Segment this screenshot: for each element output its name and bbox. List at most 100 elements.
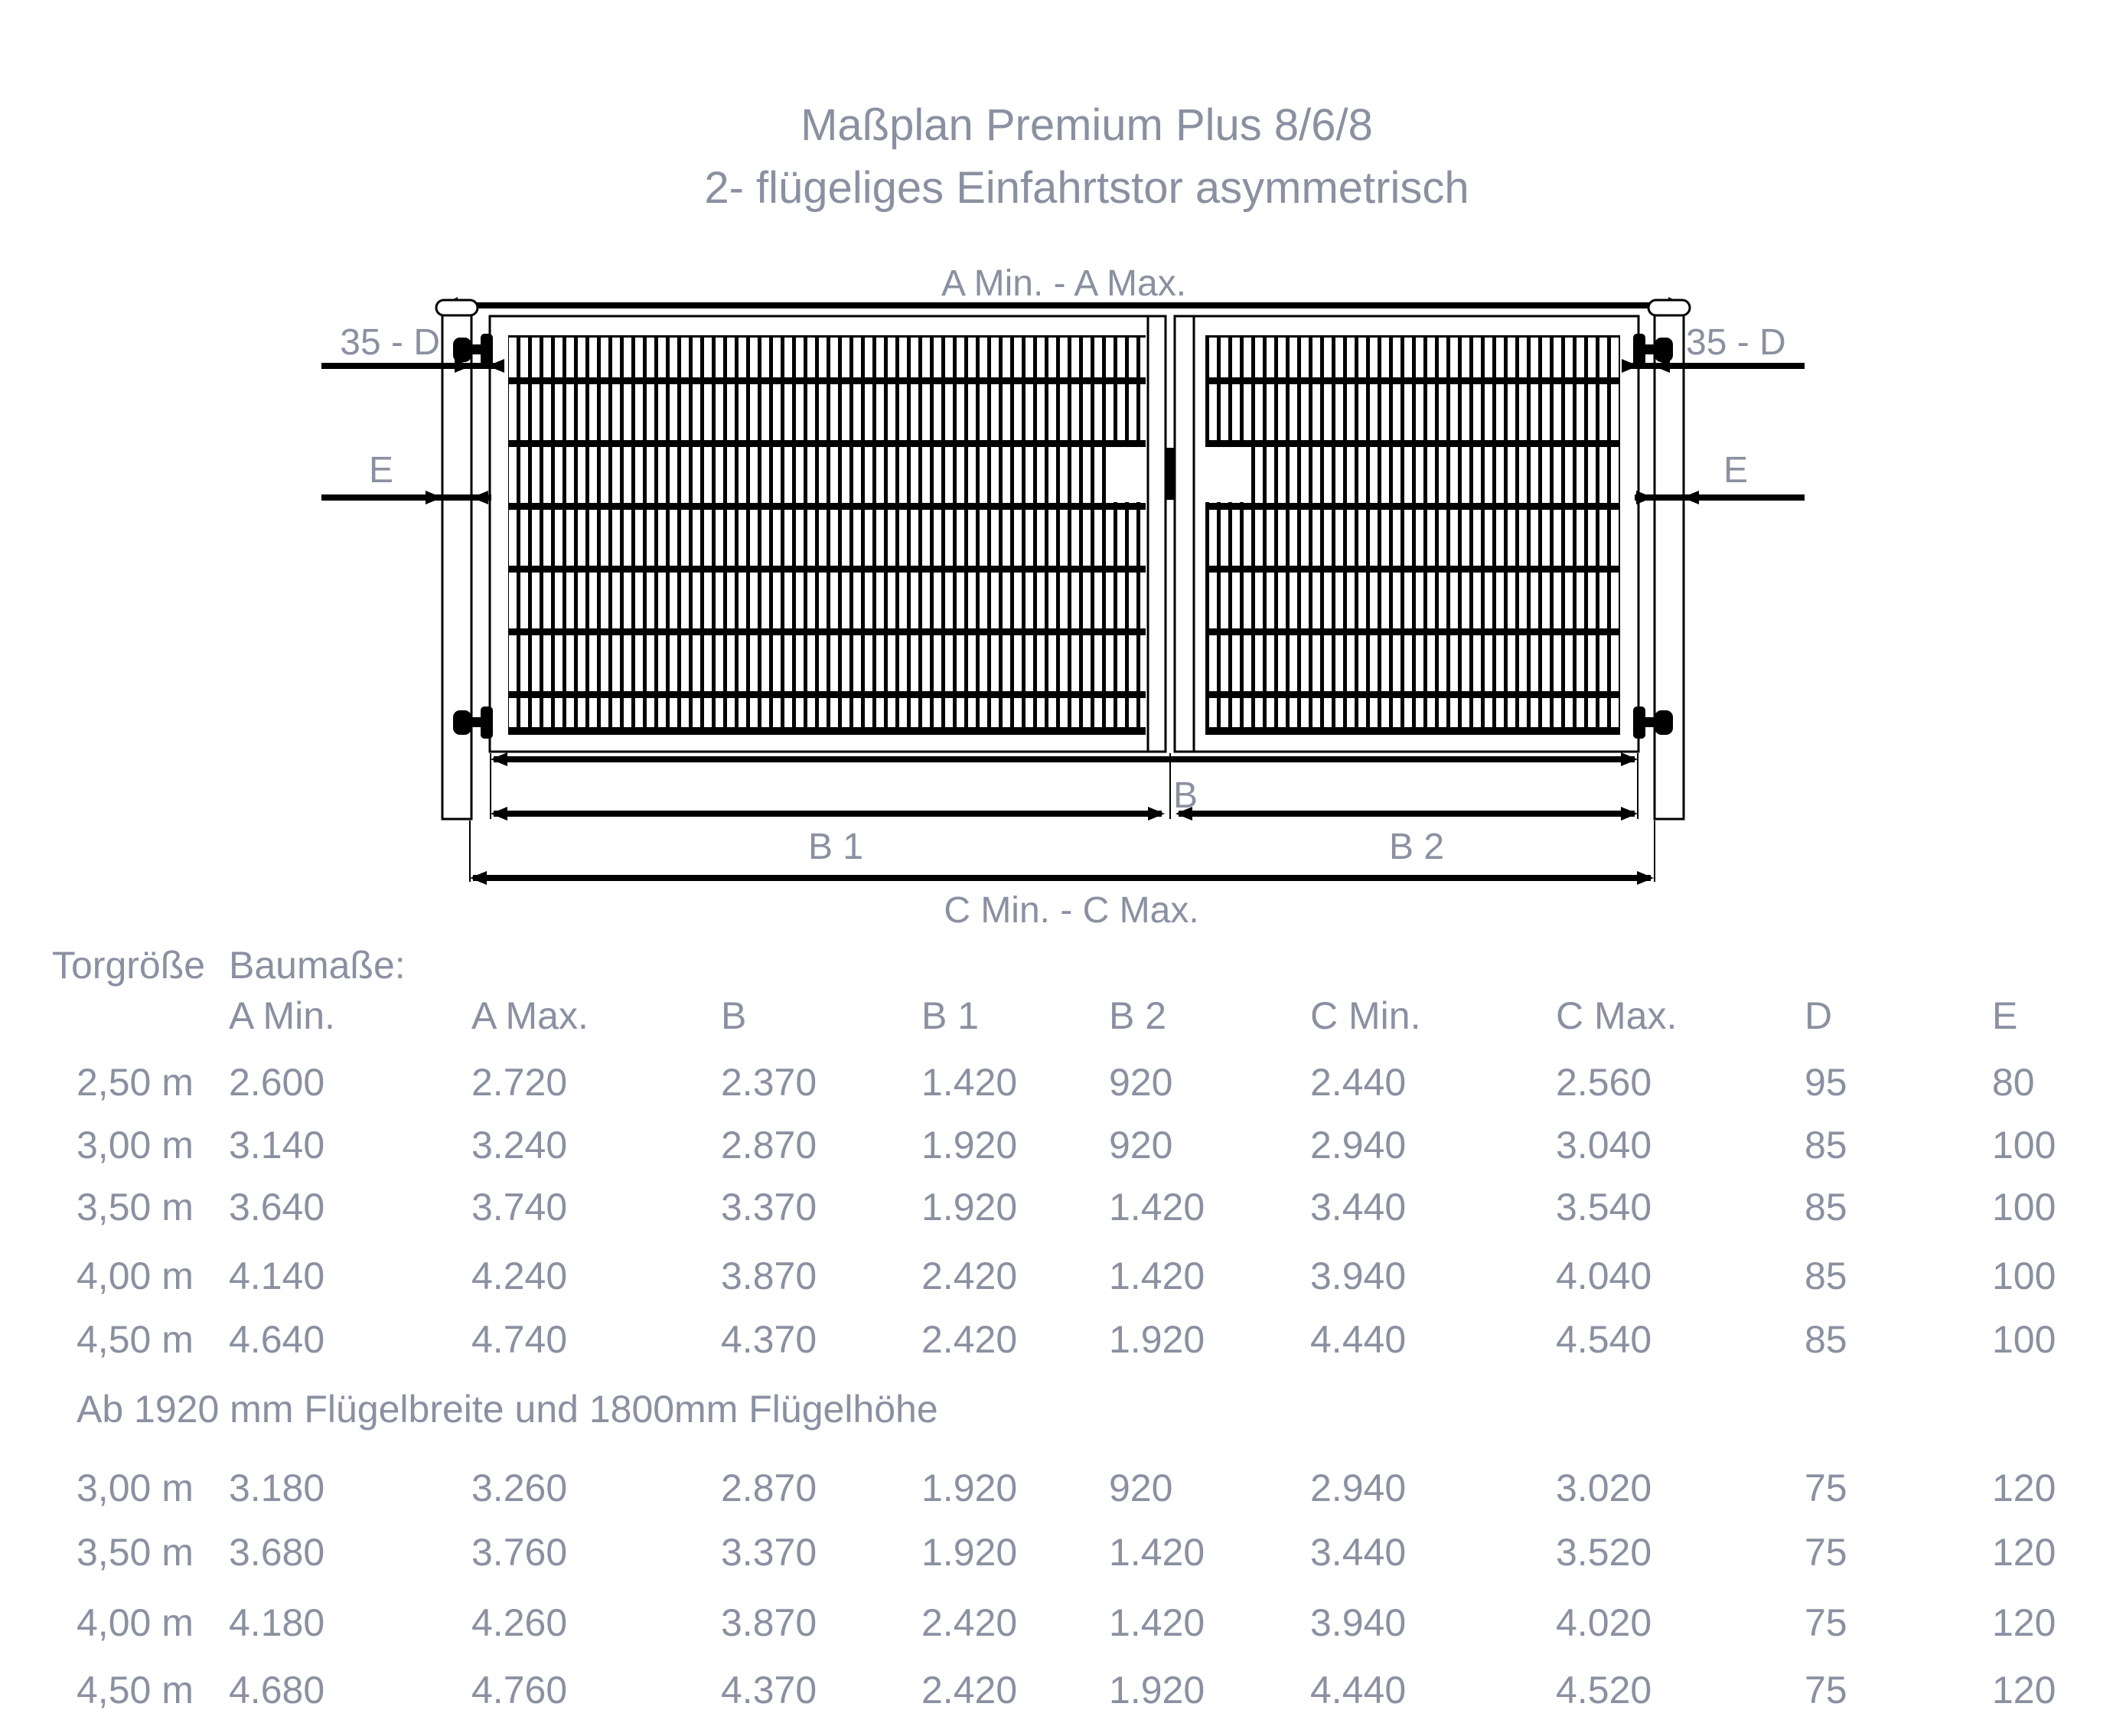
cell: 3.140: [229, 1124, 325, 1167]
cell: 3.370: [721, 1531, 817, 1574]
dim-arrow: [487, 359, 504, 373]
page-subtitle: 2- flügeliges Einfahrtstor asymmetrisch: [704, 163, 1469, 213]
cell: 85: [1805, 1255, 1847, 1297]
post-right: [1653, 309, 1685, 821]
table-note-row: Ab 1920 mm Flügelbreite und 1800mm Flüge…: [0, 1387, 2126, 1436]
cell: 1.420: [1109, 1186, 1205, 1229]
dim-arrow: [470, 871, 487, 885]
cell: 100: [1992, 1255, 2056, 1297]
table-columns-row: A Min. A Max. B B 1 B 2 C Min. C Max. D …: [0, 994, 2126, 1043]
cell: 4.640: [229, 1318, 325, 1361]
cell: 3.540: [1556, 1186, 1652, 1229]
hinge-bottom-right: [1633, 706, 1673, 739]
dim-label-b1: B 1: [808, 827, 863, 867]
cell: 75: [1805, 1531, 1847, 1574]
cell: 3.870: [721, 1601, 817, 1644]
col-header: Baumaße:: [229, 944, 406, 987]
dim-arrow: [1175, 807, 1192, 821]
dim-arrow: [426, 491, 442, 504]
cell: 3.440: [1310, 1186, 1407, 1229]
dim-arrow: [1637, 871, 1654, 885]
dim-arrow: [1682, 491, 1699, 504]
cell: 3.370: [721, 1186, 817, 1229]
cell: 3.870: [721, 1255, 817, 1297]
cell: 4.440: [1310, 1669, 1407, 1712]
cell: 1.920: [921, 1467, 1018, 1509]
dim-arrow: [1622, 359, 1639, 373]
cell: 2.720: [471, 1061, 568, 1104]
cell: 1.420: [1109, 1531, 1205, 1574]
cell-size: 4,00 m: [77, 1255, 194, 1297]
dim-line-e-right: [1635, 494, 1805, 501]
dim-arrow: [471, 491, 488, 504]
cell: 1.920: [921, 1124, 1018, 1167]
cell: 2.420: [921, 1318, 1018, 1361]
cell: 3.940: [1310, 1255, 1407, 1297]
dim-arrow: [491, 807, 507, 821]
table-row: 4,00 m 4.180 4.260 3.870 2.420 1.420 3.9…: [0, 1601, 2126, 1650]
cell: 2.440: [1310, 1061, 1407, 1104]
dim-line-c: [473, 875, 1651, 881]
table-header-row: Torgröße Baumaße:: [0, 943, 2126, 992]
dim-label-c: C Min. - C Max.: [944, 890, 1198, 931]
post-right-cap: [1647, 299, 1691, 317]
cell: 3.680: [229, 1531, 325, 1574]
dim-line-b2: [1179, 811, 1635, 817]
dim-line-e-left: [321, 494, 491, 501]
cell: 95: [1805, 1061, 1847, 1104]
cell: 3.760: [471, 1531, 568, 1574]
dim-arrow: [1653, 359, 1670, 373]
cell: 100: [1992, 1124, 2056, 1167]
post-left-cap: [435, 299, 479, 317]
cell: 2.420: [921, 1669, 1018, 1712]
cell: 4.520: [1556, 1669, 1652, 1712]
hinge-bottom-left: [453, 706, 493, 739]
cell: 2.600: [229, 1061, 325, 1104]
cell: 80: [1992, 1061, 2035, 1104]
dim-line-b: [494, 756, 1635, 762]
gate-leaf-right-infill: [1205, 335, 1620, 735]
cell-size: 4,00 m: [77, 1601, 194, 1644]
col-header: C Max.: [1556, 994, 1678, 1037]
cell: 3.180: [229, 1467, 325, 1509]
cell: 85: [1805, 1124, 1847, 1167]
cell: 3.240: [471, 1124, 568, 1167]
cell: 4.040: [1556, 1255, 1652, 1297]
dim-label-d-right: 35 - D: [1686, 322, 1786, 363]
cell: 3.020: [1556, 1467, 1652, 1509]
col-header: Torgröße: [52, 944, 206, 987]
dim-line-a: [444, 302, 1682, 308]
cell-size: 4,50 m: [77, 1318, 194, 1361]
col-header: D: [1805, 994, 1833, 1037]
dim-arrow: [455, 359, 471, 373]
dim-arrow: [1148, 807, 1165, 821]
cell: 4.180: [229, 1601, 325, 1644]
dim-line-b1: [494, 811, 1162, 817]
cell: 4.370: [721, 1318, 817, 1361]
table-row: 2,50 m 2.600 2.720 2.370 1.420 920 2.440…: [0, 1060, 2126, 1109]
cell: 2.870: [721, 1467, 817, 1509]
col-header: A Max.: [471, 994, 589, 1037]
cell: 2.420: [921, 1255, 1018, 1297]
dim-arrow: [1636, 491, 1653, 504]
cell: 1.920: [921, 1531, 1018, 1574]
cell: 3.440: [1310, 1531, 1407, 1574]
cell: 4.240: [471, 1255, 568, 1297]
table-row: 3,50 m 3.680 3.760 3.370 1.920 1.420 3.4…: [0, 1530, 2126, 1579]
cell: 3.040: [1556, 1124, 1652, 1167]
dim-label-b: B: [1173, 775, 1198, 816]
dim-label-a: A Min. - A Max.: [941, 263, 1186, 304]
cell: 2.870: [721, 1124, 817, 1167]
cell-size: 3,50 m: [77, 1531, 194, 1574]
cell: 1.420: [921, 1061, 1018, 1104]
cell: 4.760: [471, 1669, 568, 1712]
cell-size: 3,00 m: [77, 1467, 194, 1509]
cell: 3.940: [1310, 1601, 1407, 1644]
cell: 4.540: [1556, 1318, 1652, 1361]
cell-size: 2,50 m: [77, 1061, 194, 1104]
cell: 100: [1992, 1186, 2056, 1229]
cell: 2.420: [921, 1601, 1018, 1644]
cell: 4.370: [721, 1669, 817, 1712]
cell: 4.260: [471, 1601, 568, 1644]
dim-label-e-right: E: [1723, 450, 1748, 491]
